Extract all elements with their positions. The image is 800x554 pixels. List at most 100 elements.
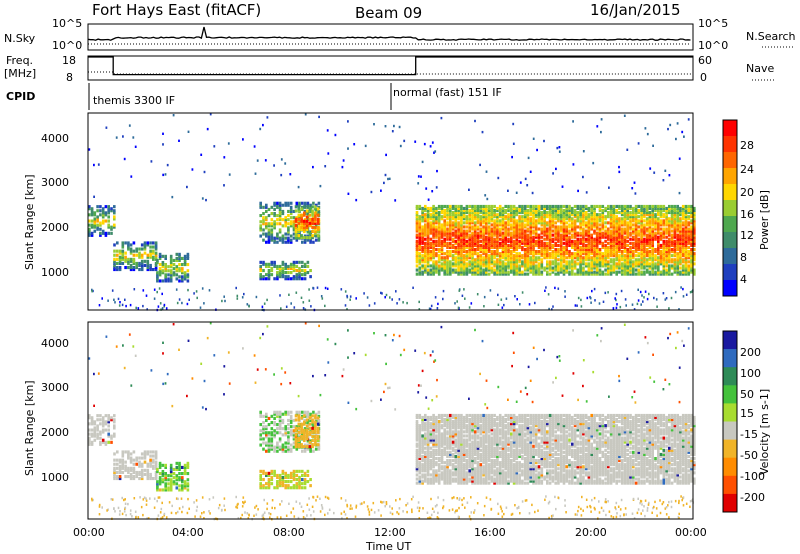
power-cell [651, 250, 654, 254]
power-cell [662, 252, 666, 256]
power-cell [273, 240, 276, 244]
power-cell [573, 266, 577, 270]
power-cell [435, 219, 438, 223]
power-cell [690, 243, 693, 247]
power-cell [490, 219, 494, 223]
power-cell [579, 211, 582, 215]
power-cell [415, 229, 419, 233]
velocity-cell [181, 472, 184, 476]
power-cell [593, 219, 596, 223]
power-cell [690, 266, 693, 270]
power-cell [479, 229, 483, 233]
power-cell [451, 225, 455, 229]
velocity-cell [276, 414, 279, 418]
power-cell [626, 260, 629, 264]
power-cell [557, 219, 560, 223]
power-cell [668, 206, 671, 210]
velocity-cell [278, 421, 282, 425]
power-colorbar-label: Power [dB] [758, 190, 771, 250]
power-cell [265, 226, 268, 230]
power-cell [618, 225, 621, 229]
power-cell [311, 236, 314, 240]
power-cell [199, 306, 202, 309]
power-cell [156, 258, 159, 262]
velocity-cell [292, 478, 296, 482]
velocity-cell [167, 486, 170, 490]
power-colorbar [722, 119, 738, 297]
power-cell [615, 306, 618, 310]
power-cell [521, 260, 524, 264]
velocity-cell [143, 460, 147, 464]
power-cell [284, 203, 287, 207]
power-cell [576, 237, 580, 241]
power-cell [620, 272, 624, 276]
power-cell [551, 225, 555, 229]
power-cell [554, 204, 557, 208]
velocity-cell [273, 423, 276, 427]
power-cell [620, 268, 624, 272]
power-cell [300, 236, 303, 240]
velocity-cell [421, 475, 424, 479]
velocity-cell [149, 462, 152, 466]
power-cell [551, 211, 555, 215]
power-cell [465, 233, 469, 237]
power-cell [426, 245, 430, 249]
power-cell [657, 239, 660, 243]
power-cell [468, 209, 471, 213]
power-cell [437, 272, 441, 276]
velocity-cell [167, 478, 170, 482]
power-cell [657, 237, 660, 241]
power-cell [101, 211, 105, 215]
velocity-cell [116, 475, 119, 479]
power-cell [651, 227, 654, 231]
power-cell [568, 215, 571, 219]
velocity-cell [146, 464, 150, 468]
power-cell [164, 269, 167, 273]
power-cell [482, 233, 485, 237]
power-cell [297, 221, 301, 225]
power-cell [681, 209, 685, 213]
power-cell [113, 298, 115, 301]
power-cell [418, 308, 421, 311]
power-cell [593, 248, 596, 252]
power-cell [437, 225, 441, 229]
velocity-cell [265, 412, 268, 416]
power-cell [429, 250, 433, 254]
power-cell [314, 232, 317, 236]
velocity-cell [303, 478, 307, 482]
velocity-cell [287, 412, 290, 416]
power-cell [504, 239, 507, 243]
power-cell [294, 219, 298, 223]
velocity-cell [292, 441, 296, 445]
power-cell [487, 215, 491, 219]
power-cell [543, 248, 546, 252]
power-cell [434, 296, 437, 299]
power-cell [471, 266, 474, 270]
power-cell [497, 176, 500, 180]
power-cell [673, 243, 677, 247]
power-cell [526, 250, 530, 254]
power-cell [681, 241, 685, 245]
velocity-cell [418, 413, 422, 417]
power-cell [415, 243, 419, 247]
power-cell [424, 217, 427, 221]
power-cell [655, 298, 658, 301]
date-title: 16/Jan/2015 [590, 1, 681, 19]
power-cell [172, 267, 176, 271]
velocity-cell [278, 437, 282, 441]
power-cell [662, 206, 666, 210]
velocity-cell [303, 422, 306, 426]
power-cell [540, 235, 544, 239]
power-cell [546, 204, 549, 208]
velocity-cell [424, 446, 427, 450]
power-cell [634, 213, 638, 217]
power-cell [582, 227, 585, 231]
power-cell [273, 236, 276, 240]
power-cell [504, 262, 507, 266]
power-cell [113, 243, 116, 247]
power-cell [288, 293, 290, 296]
power-cell [590, 206, 593, 210]
power-cell [429, 256, 433, 260]
power-cell [121, 303, 124, 307]
power-cell [579, 248, 582, 252]
